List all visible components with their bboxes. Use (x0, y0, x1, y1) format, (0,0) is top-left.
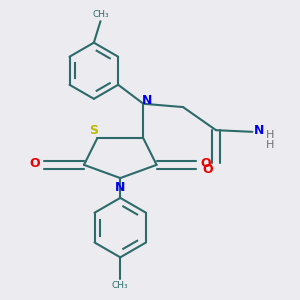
Text: O: O (29, 157, 40, 170)
Text: H: H (266, 130, 275, 140)
Text: O: O (201, 157, 212, 170)
Text: H: H (266, 140, 275, 150)
Text: N: N (142, 94, 152, 107)
Text: N: N (254, 124, 264, 137)
Text: O: O (202, 163, 213, 176)
Text: CH₃: CH₃ (112, 281, 129, 290)
Text: S: S (89, 124, 98, 137)
Text: CH₃: CH₃ (92, 10, 109, 19)
Text: N: N (115, 182, 125, 194)
